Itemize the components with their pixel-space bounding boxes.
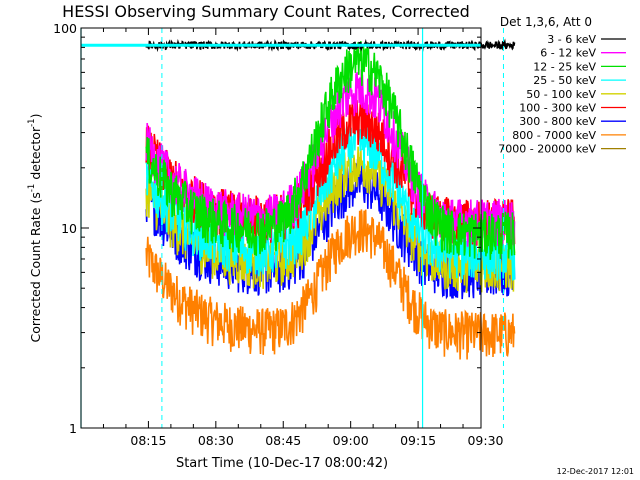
legend-label-7: 300 - 800 keV xyxy=(519,115,596,128)
y-tick-label: 10 xyxy=(61,221,77,236)
x-tick-label: 08:45 xyxy=(265,433,301,448)
legend-label-5: 50 - 100 keV xyxy=(526,88,596,101)
legend-label-4: 25 - 50 keV xyxy=(533,74,596,87)
chart-title: HESSI Observing Summary Count Rates, Cor… xyxy=(62,2,470,21)
y-tick-label: 100 xyxy=(53,21,77,36)
y-axis-label-end: ) xyxy=(28,114,43,119)
footer-date: 12-Dec-2017 12:01 xyxy=(557,467,634,476)
x-axis-label: Start Time (10-Dec-17 08:00:42) xyxy=(176,456,388,471)
y-axis-label: Corrected Count Rate (s-1 detector-1) xyxy=(27,114,43,343)
x-tick-label: 08:15 xyxy=(130,433,166,448)
y-axis-label-mid: detector xyxy=(28,126,43,184)
legend-header: Det 1,3,6, Att 0 xyxy=(500,15,592,29)
series-line-8 xyxy=(145,209,516,360)
legend-label-9: 7000 - 20000 keV xyxy=(498,143,596,156)
axes: 08:15 08:30 08:45 09:00 09:15 09:30 1 10 100 xyxy=(53,21,503,448)
y-tick-label: 1 xyxy=(69,421,77,436)
y-axis-label-main: Corrected Count Rate (s xyxy=(28,192,43,342)
legend-label-1: 3 - 6 keV xyxy=(547,33,596,46)
legend-label-3: 12 - 25 keV xyxy=(533,60,596,73)
plot-area xyxy=(80,28,516,428)
series-line-3 xyxy=(145,41,516,260)
legend-label-8: 800 - 7000 keV xyxy=(512,129,596,142)
x-tick-label: 08:30 xyxy=(198,433,234,448)
legend-label-2: 6 - 12 keV xyxy=(540,47,596,60)
y-axis-label-sup2: -1 xyxy=(27,118,37,126)
x-tick-label: 09:30 xyxy=(467,433,503,448)
y-axis-label-sup1: -1 xyxy=(27,184,37,192)
legend-label-6: 100 - 300 keV xyxy=(519,102,596,115)
x-tick-label: 09:00 xyxy=(333,433,369,448)
x-tick-label: 09:15 xyxy=(400,433,436,448)
